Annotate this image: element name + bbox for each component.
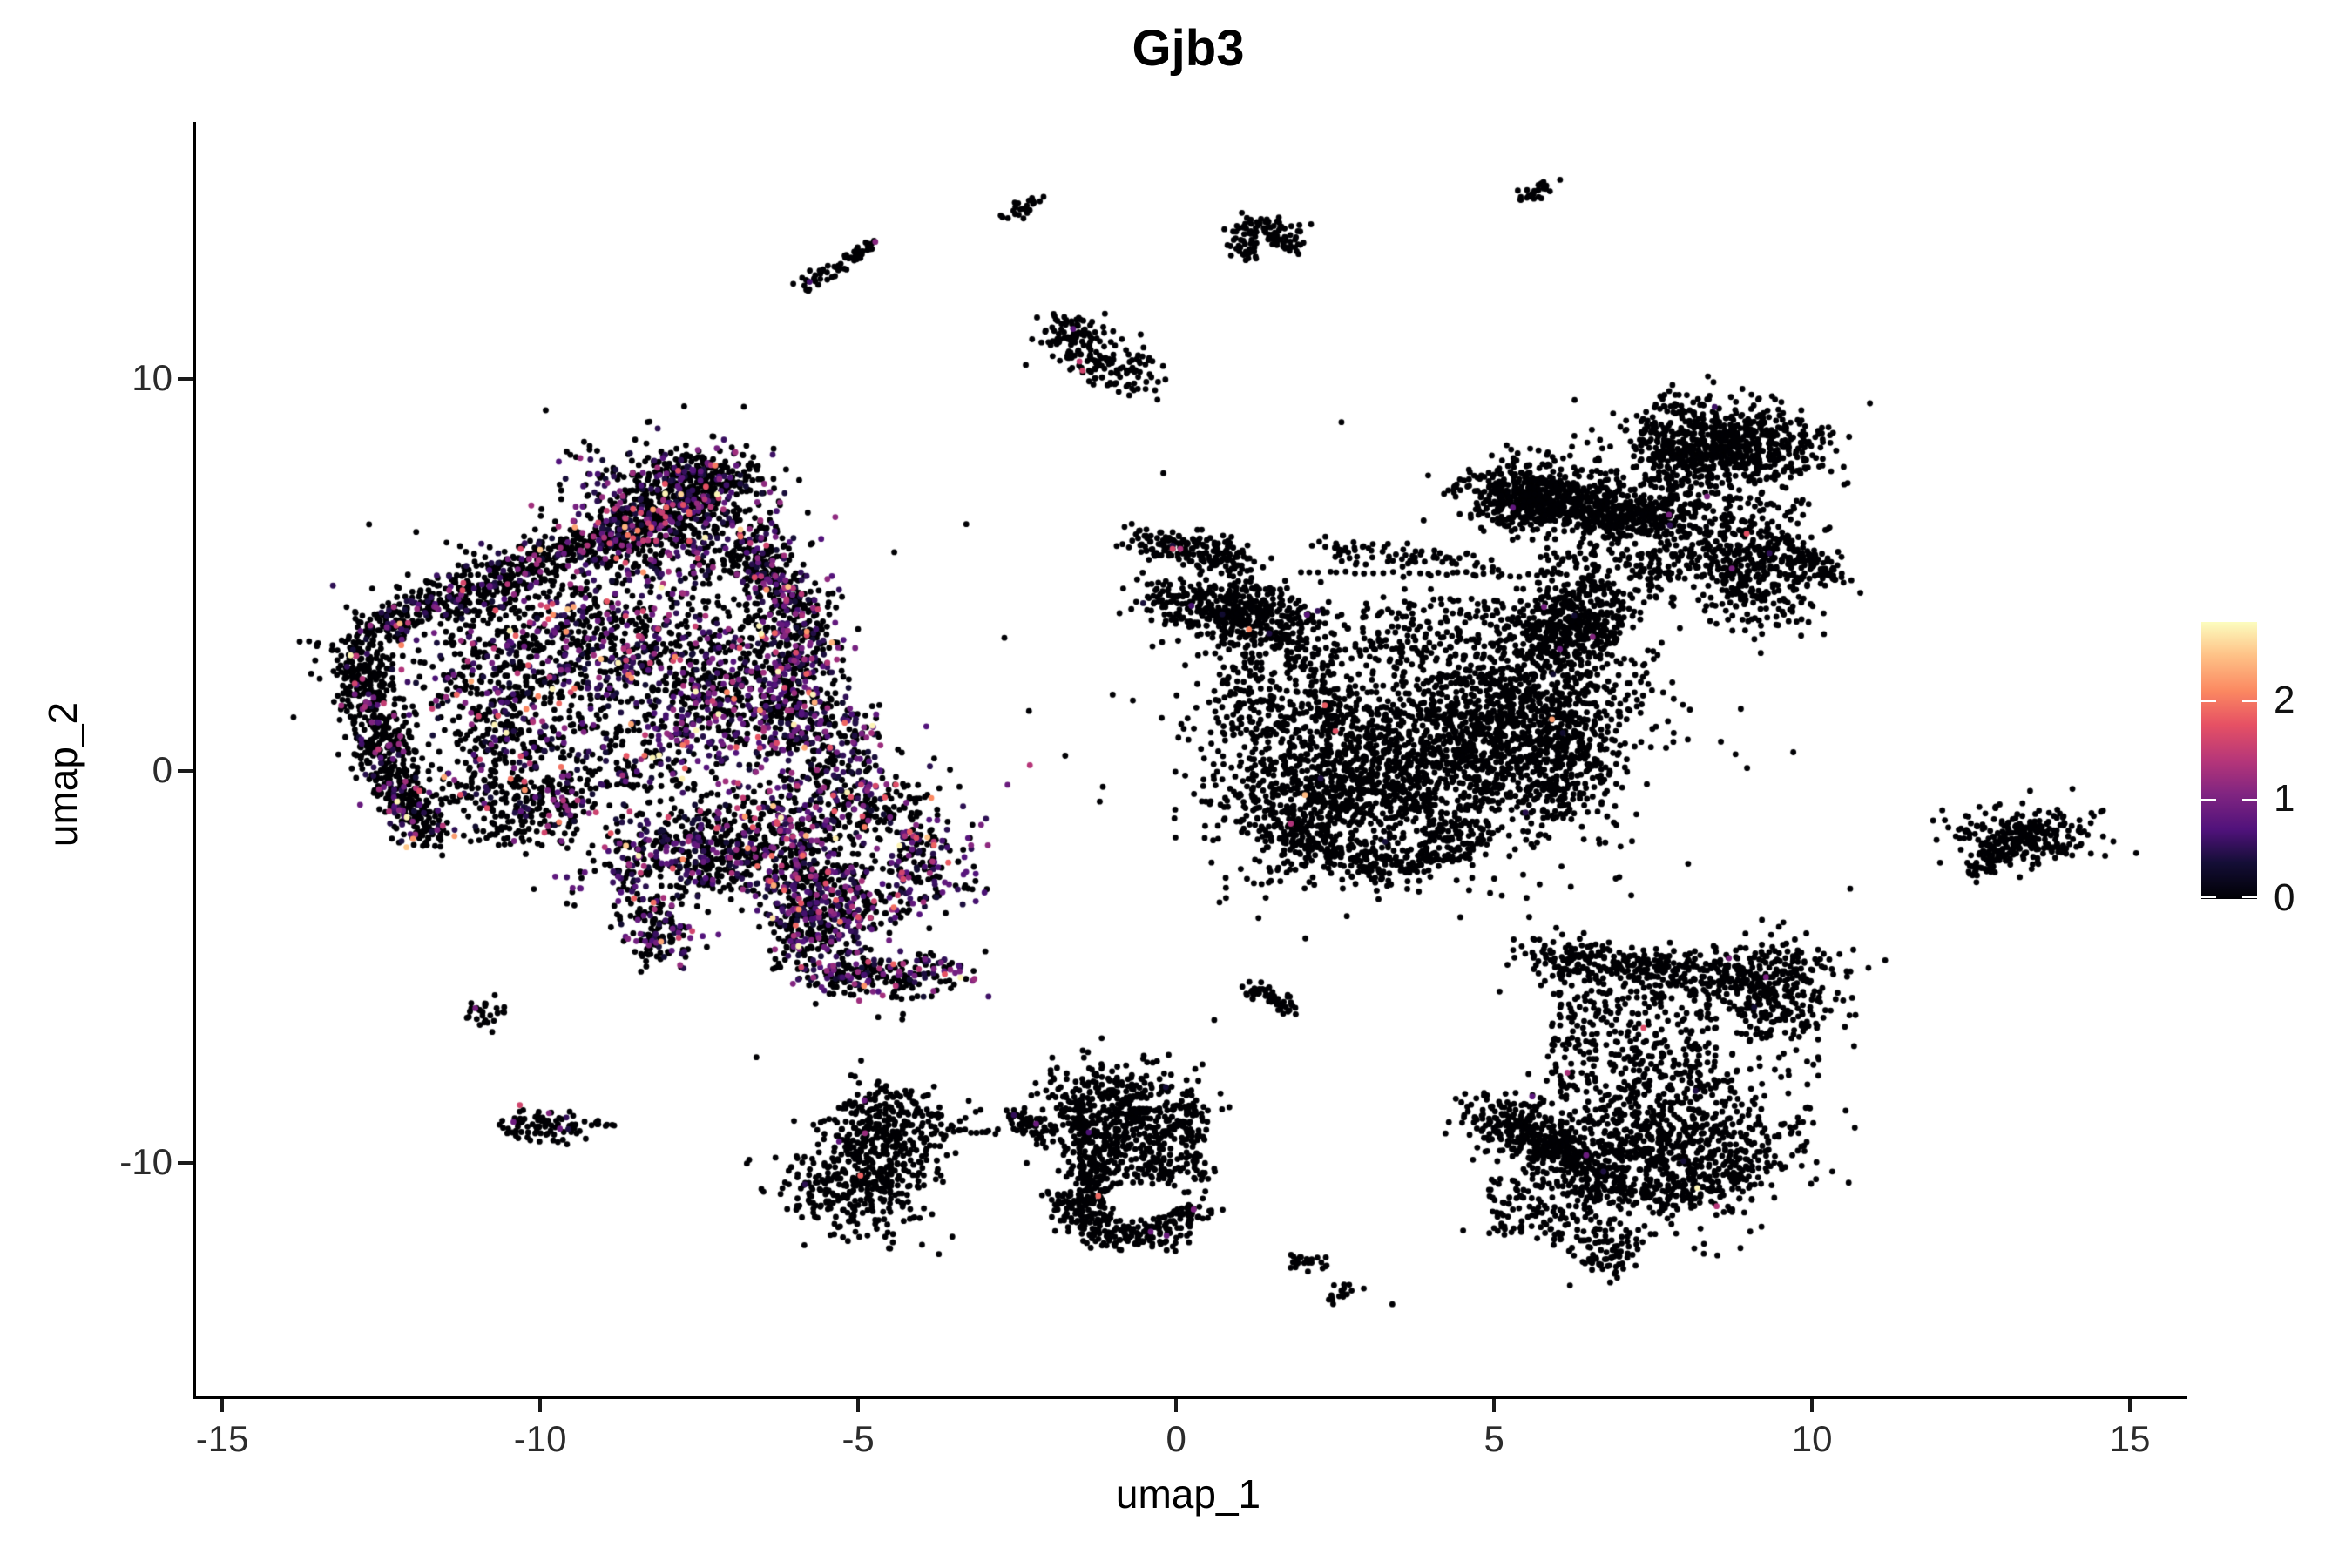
x-tick-mark xyxy=(856,1399,861,1412)
colorbar-tick-label: 1 xyxy=(2274,777,2295,821)
y-tick-label: 0 xyxy=(152,749,172,791)
colorbar-tick-mark xyxy=(2201,700,2216,703)
y-tick-label: -10 xyxy=(119,1141,172,1183)
y-tick-mark xyxy=(178,769,193,774)
x-tick-label: 5 xyxy=(1484,1418,1504,1459)
x-axis-line xyxy=(193,1396,2187,1399)
colorbar-tick-mark xyxy=(2242,700,2257,703)
x-tick-label: 10 xyxy=(1791,1418,1833,1459)
x-tick-mark xyxy=(1492,1399,1497,1412)
x-tick-label: -15 xyxy=(195,1418,249,1459)
x-tick-mark xyxy=(1174,1399,1179,1412)
y-tick-mark xyxy=(178,377,193,382)
y-tick-label: 10 xyxy=(132,357,172,399)
colorbar-tick-mark xyxy=(2201,895,2216,898)
colorbar-gradient xyxy=(2201,622,2257,899)
y-axis-line xyxy=(193,122,196,1399)
y-axis-title: umap_2 xyxy=(40,701,85,848)
plot-title: Gjb3 xyxy=(1132,20,1245,77)
x-tick-mark xyxy=(1810,1399,1815,1412)
x-tick-mark xyxy=(2128,1399,2132,1412)
x-tick-label: -10 xyxy=(513,1418,567,1459)
colorbar-tick-mark xyxy=(2242,798,2257,801)
x-tick-label: 0 xyxy=(1166,1418,1186,1459)
colorbar-tick-label: 0 xyxy=(2274,876,2295,919)
colorbar-tick-mark xyxy=(2201,798,2216,801)
colorbar-tick-mark xyxy=(2242,895,2257,898)
x-tick-label: 15 xyxy=(2109,1418,2151,1459)
x-tick-mark xyxy=(538,1399,543,1412)
x-axis-title: umap_1 xyxy=(1115,1471,1261,1517)
colorbar-tick-label: 2 xyxy=(2274,678,2295,721)
y-tick-mark xyxy=(178,1161,193,1166)
x-tick-label: -5 xyxy=(841,1418,875,1459)
x-tick-mark xyxy=(220,1399,225,1412)
